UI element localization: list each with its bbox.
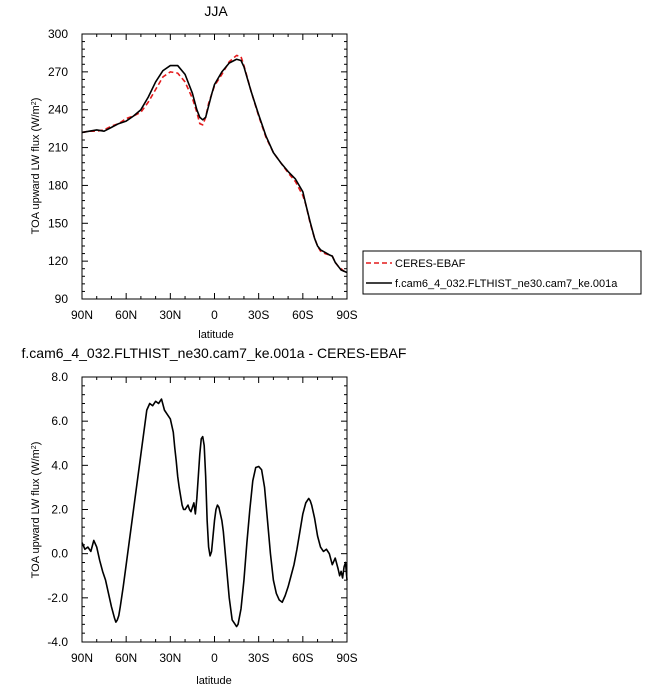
bottom-x-tick-label: 0 bbox=[211, 651, 218, 665]
top-x-tick-label: 0 bbox=[211, 308, 218, 322]
top-series-lines bbox=[81, 54, 348, 274]
top-y-tick-label: 270 bbox=[48, 65, 68, 79]
bottom-series-lines bbox=[81, 398, 348, 628]
legend-label-model: f.cam6_4_032.FLTHIST_ne30.cam7_ke.001a bbox=[395, 278, 618, 290]
bottom-x-tick-label: 30N bbox=[159, 651, 181, 665]
bottom-chart-title: f.cam6_4_032.FLTHIST_ne30.cam7_ke.001a -… bbox=[22, 345, 407, 361]
bottom-y-tick-label: 2.0 bbox=[51, 503, 68, 517]
bottom-y-tick-label: -2.0 bbox=[47, 591, 68, 605]
bottom-x-axis-label: latitude bbox=[196, 675, 231, 687]
top-axis-ticks bbox=[81, 33, 348, 300]
bottom-y-tick-label: 4.0 bbox=[51, 458, 68, 472]
legend-box bbox=[362, 250, 642, 295]
top-y-tick-label: 90 bbox=[55, 292, 69, 306]
top-tick-labels: 90N 60N 30N 0 30S 60S 90S 90 120 150 180 210 240 270 3… bbox=[48, 27, 358, 322]
legend: CERES-EBAF f.cam6_4_032.FLTHIST_ne30.cam… bbox=[362, 250, 642, 295]
top-y-tick-label: 120 bbox=[48, 254, 68, 268]
top-panel: JJA 90N 60N 30N 0 30S 60S 90S 90 120 150 180 210 240… bbox=[30, 3, 642, 341]
bottom-y-tick-label: 6.0 bbox=[51, 414, 68, 428]
top-y-tick-label: 180 bbox=[48, 178, 68, 192]
bottom-y-tick-label: -4.0 bbox=[47, 635, 68, 649]
top-x-tick-label: 90S bbox=[336, 308, 357, 322]
bottom-axis-ticks bbox=[81, 376, 348, 643]
top-y-tick-label: 240 bbox=[48, 103, 68, 117]
bottom-plot-frame bbox=[81, 376, 348, 643]
top-plot-frame bbox=[81, 33, 348, 300]
top-y-axis-label: TOA upward LW flux (W/m2) bbox=[30, 98, 42, 235]
top-series-line-1 bbox=[81, 58, 348, 274]
top-x-tick-label: 90N bbox=[71, 308, 93, 322]
bottom-y-axis-label: TOA upward LW flux (W/m2) bbox=[30, 442, 42, 579]
bottom-x-tick-label: 60S bbox=[292, 651, 313, 665]
bottom-x-tick-label: 90S bbox=[336, 651, 357, 665]
top-x-tick-label: 30N bbox=[159, 308, 181, 322]
top-x-tick-label: 60N bbox=[115, 308, 137, 322]
bottom-y-tick-label: 0.0 bbox=[51, 547, 68, 561]
bottom-panel: f.cam6_4_032.FLTHIST_ne30.cam7_ke.001a -… bbox=[22, 345, 407, 687]
top-y-tick-label: 300 bbox=[48, 27, 68, 41]
bottom-x-tick-label: 30S bbox=[248, 651, 269, 665]
bottom-y-tick-label: 8.0 bbox=[51, 370, 68, 384]
legend-label-ceres: CERES-EBAF bbox=[395, 258, 466, 270]
bottom-tick-labels: 90N 60N 30N 0 30S 60S 90S -4.0 -2.0 0.0 2.0 4.0 6.0 8… bbox=[47, 370, 357, 665]
bottom-x-tick-label: 90N bbox=[71, 651, 93, 665]
top-series-line-0 bbox=[81, 54, 347, 273]
top-y-tick-label: 150 bbox=[48, 216, 68, 230]
top-x-tick-label: 60S bbox=[292, 308, 313, 322]
top-x-axis-label: latitude bbox=[198, 329, 233, 341]
bottom-x-tick-label: 60N bbox=[115, 651, 137, 665]
top-chart-title: JJA bbox=[204, 3, 228, 19]
top-x-tick-label: 30S bbox=[248, 308, 269, 322]
top-y-tick-label: 210 bbox=[48, 141, 68, 155]
bottom-series-line-0 bbox=[81, 398, 348, 628]
